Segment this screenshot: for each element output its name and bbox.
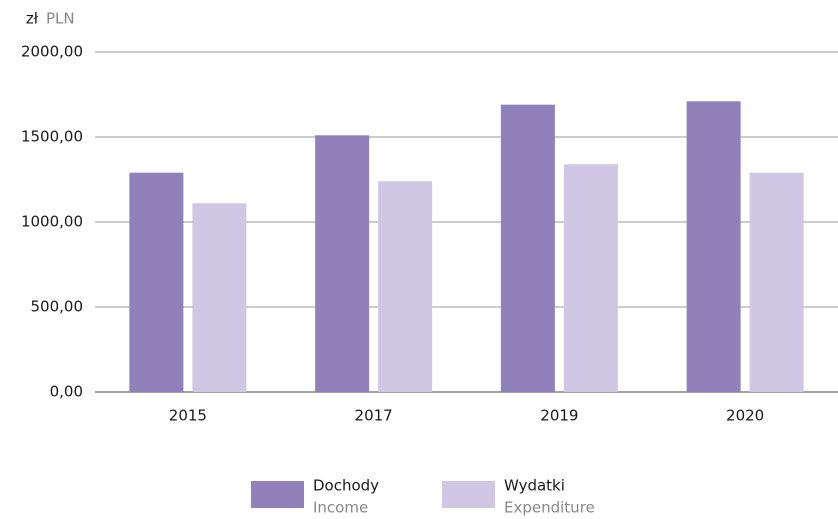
bar <box>749 172 804 392</box>
bar <box>192 203 247 392</box>
legend-label-en: Expenditure <box>504 499 595 517</box>
y-tick-label: 0,00 <box>50 383 83 401</box>
legend-label: Dochody <box>313 477 379 495</box>
bar <box>686 101 741 393</box>
bar <box>315 135 370 393</box>
y-unit: zł <box>26 10 39 28</box>
bar <box>500 104 555 392</box>
x-tick-label: 2017 <box>355 407 393 425</box>
legend-swatch <box>442 481 495 508</box>
x-tick-label: 2020 <box>726 407 764 425</box>
x-tick-label: 2019 <box>540 407 578 425</box>
y-tick-label: 2000,00 <box>21 43 83 61</box>
x-tick-label: 2015 <box>169 407 207 425</box>
y-tick-label: 500,00 <box>31 298 84 316</box>
bar <box>563 164 618 392</box>
legend-swatch <box>251 481 304 508</box>
bar <box>378 181 433 392</box>
legend-label-en: Income <box>313 499 368 517</box>
y-tick-label: 1000,00 <box>21 213 83 231</box>
y-unit-en: PLN <box>46 10 75 28</box>
legend-label: Wydatki <box>504 477 565 495</box>
bar <box>129 172 184 392</box>
y-tick-label: 1500,00 <box>21 128 83 146</box>
